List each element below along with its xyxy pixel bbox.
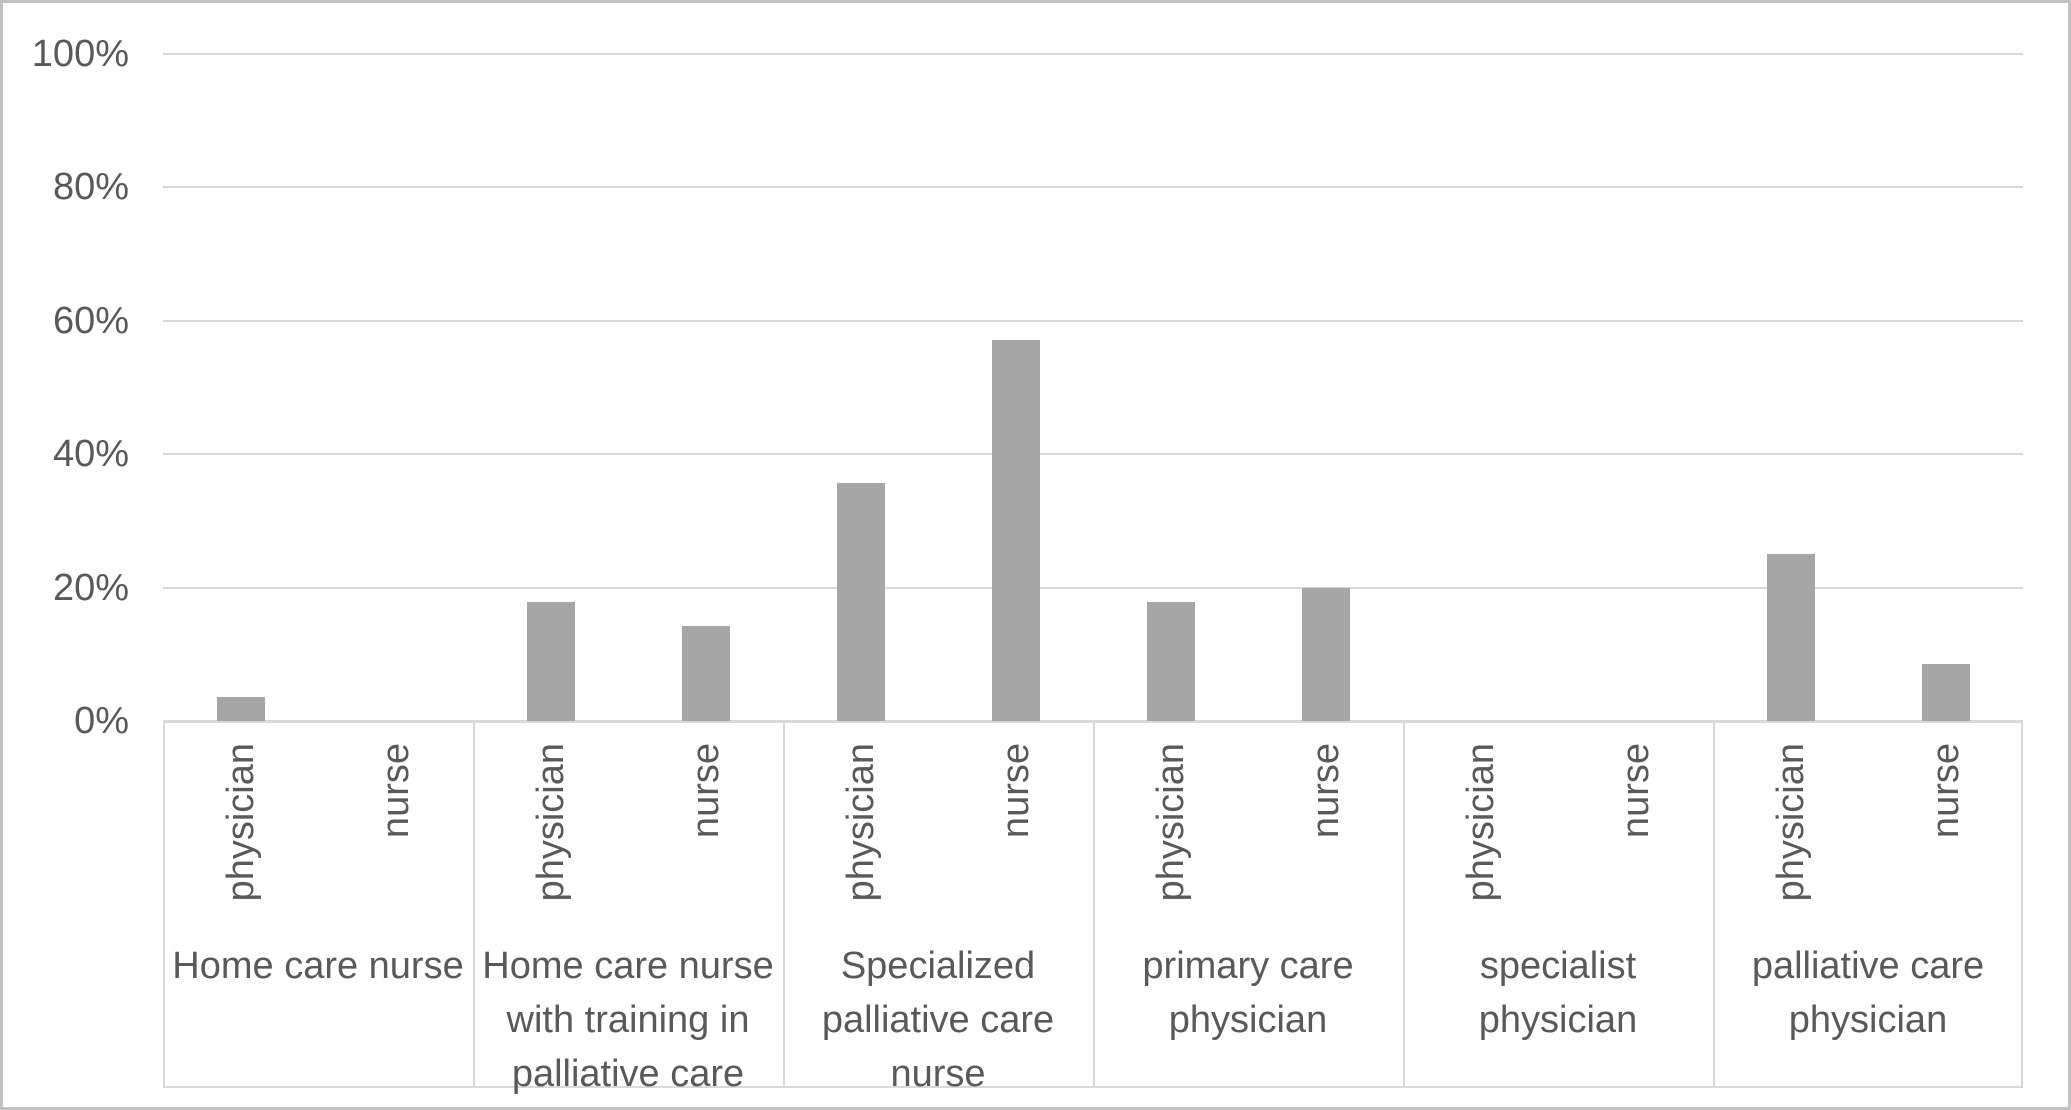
category-label-2: Home care nurse with training in palliat…: [482, 945, 774, 1095]
sub-category-label-nurse-1: nurse: [374, 743, 417, 839]
bar-category6-physician: [1766, 554, 1815, 721]
sub-category-label-physician-1: physician: [219, 743, 262, 902]
category-label-3: Specialized palliative care nurse: [821, 945, 1055, 1095]
gridline-40: [163, 453, 2023, 456]
sub-category-label-nurse-5: nurse: [1614, 743, 1657, 839]
gridline-80: [163, 186, 2023, 189]
sub-category-label-physician-2: physician: [529, 743, 572, 902]
bar-category4-physician: [1146, 601, 1195, 721]
y-axis-tick-label-100: 100%: [31, 33, 129, 75]
category-cell-4: [1093, 721, 1403, 1088]
gridline-100: [163, 53, 2023, 55]
category-label-5: specialist physician: [1478, 945, 1638, 1041]
sub-category-label-nurse-3: nurse: [994, 743, 1037, 839]
sub-category-label-physician-4: physician: [1149, 743, 1192, 902]
bar-category6-nurse: [1921, 663, 1970, 721]
sub-category-label-nurse-4: nurse: [1304, 743, 1347, 839]
gridline-20: [163, 586, 2023, 589]
category-label-4: primary care physician: [1142, 945, 1354, 1041]
y-axis-tick-label-60: 60%: [52, 299, 129, 342]
category-cell-1: [163, 721, 473, 1088]
sub-category-label-physician-3: physician: [839, 743, 882, 902]
y-axis-tick-label-40: 40%: [52, 433, 129, 476]
gridline-60: [163, 319, 2023, 322]
bar-category3-physician: [836, 482, 885, 721]
category-label-1: Home care nurse: [172, 945, 464, 987]
y-axis-tick-label-80: 80%: [52, 166, 129, 209]
bar-category2-nurse: [681, 625, 730, 721]
bar-category3-nurse: [991, 340, 1040, 721]
category-cell-3: [783, 721, 1093, 1088]
sub-category-label-physician-6: physician: [1769, 743, 1812, 902]
y-axis-tick-label-0: 0%: [74, 700, 129, 742]
bar-category2-physician: [526, 601, 575, 721]
sub-category-label-physician-5: physician: [1459, 743, 1502, 902]
category-cell-2: [473, 721, 783, 1088]
y-axis-tick-label-20: 20%: [52, 566, 129, 609]
sub-category-label-nurse-2: nurse: [684, 743, 727, 839]
bar-category4-nurse: [1301, 587, 1350, 721]
category-label-6: palliative care physician: [1751, 945, 1985, 1041]
bar-category1-physician: [216, 696, 265, 721]
sub-category-label-nurse-6: nurse: [1924, 743, 1967, 839]
category-cell-5: [1403, 721, 1713, 1088]
category-cell-6: [1713, 721, 2023, 1088]
